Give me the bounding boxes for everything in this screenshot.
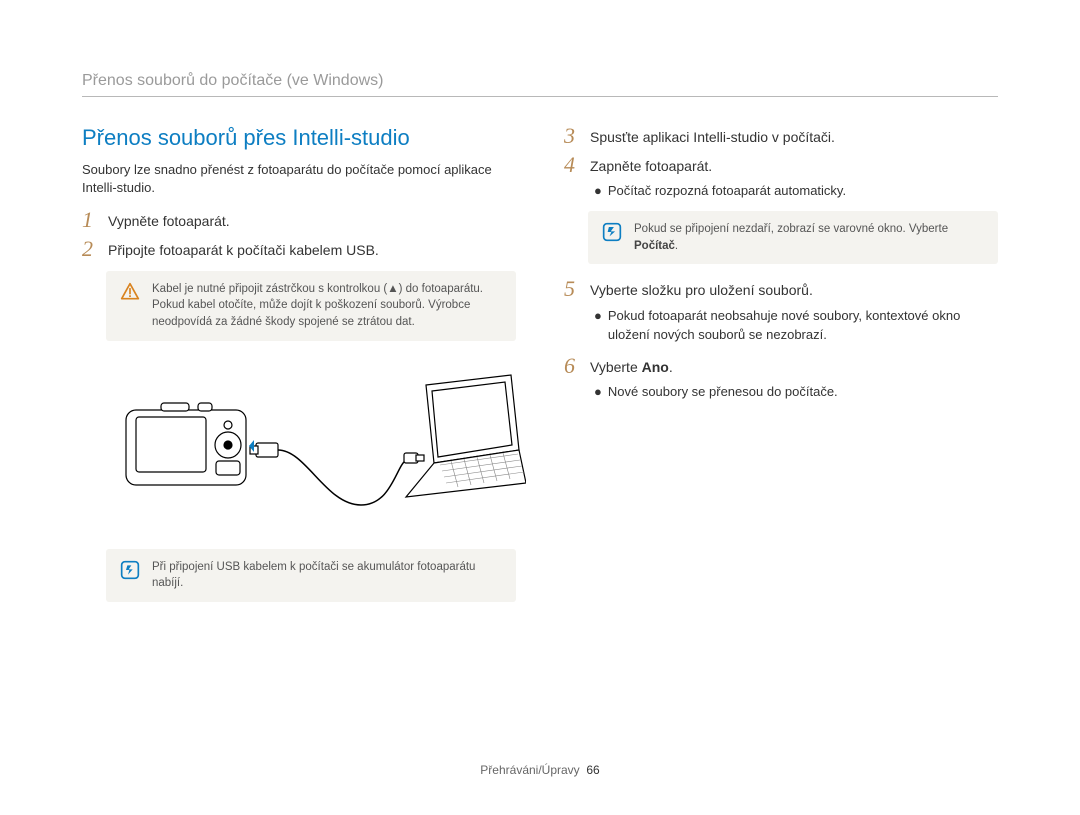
warning-text: Kabel je nutné připojit zástrčkou s kont… xyxy=(152,281,502,331)
step-text: Připojte fotoaparát k počítači kabelem U… xyxy=(108,238,379,261)
step-text: Spusťte aplikaci Intelli-studio v počíta… xyxy=(590,125,835,148)
bullet-text: Pokud fotoaparát neobsahuje nové soubory… xyxy=(608,307,998,345)
manual-page: Přenos souborů do počítače (ve Windows) … xyxy=(0,0,1080,815)
info-icon xyxy=(120,560,140,580)
footer-section-label: Přehráváni/Úpravy xyxy=(480,763,579,777)
footer-page-number: 66 xyxy=(586,763,599,777)
warning-callout: Kabel je nutné připojit zástrčkou s kont… xyxy=(106,271,516,341)
step-6-bullets: ● Nové soubory se přenesou do počítače. xyxy=(594,383,998,402)
info-text: Pokud se připojení nezdaří, zobrazí se v… xyxy=(634,221,984,254)
step-text: Zapněte fotoaparát. xyxy=(590,154,712,177)
step-3: 3 Spusťte aplikaci Intelli-studio v počí… xyxy=(564,125,998,148)
step-number: 4 xyxy=(564,154,580,176)
step-2: 2 Připojte fotoaparát k počítači kabelem… xyxy=(82,238,516,261)
usb-connection-illustration xyxy=(106,355,516,535)
right-column: 3 Spusťte aplikaci Intelli-studio v počí… xyxy=(564,125,998,616)
step-text-bold: Ano xyxy=(642,359,669,375)
step-5: 5 Vyberte složku pro uložení souborů. xyxy=(564,278,998,301)
step-4-bullets: ● Počítač rozpozná fotoaparát automaticky… xyxy=(594,182,998,201)
step-6: 6 Vyberte Ano. xyxy=(564,355,998,378)
step-number: 3 xyxy=(564,125,580,147)
page-header-title: Přenos souborů do počítače (ve Windows) xyxy=(82,72,998,97)
step-text: Vyberte složku pro uložení souborů. xyxy=(590,278,813,301)
page-footer: Přehráváni/Úpravy 66 xyxy=(0,763,1080,777)
bullet-text: Počítač rozpozná fotoaparát automaticky. xyxy=(608,182,846,201)
info-icon xyxy=(602,222,622,242)
step-number: 6 xyxy=(564,355,580,377)
info-text-suffix: . xyxy=(675,240,678,252)
info-callout-connection: Pokud se připojení nezdaří, zobrazí se v… xyxy=(588,211,998,264)
bullet-dot: ● xyxy=(594,383,602,402)
step-number: 2 xyxy=(82,238,98,260)
step-5-bullets: ●Pokud fotoaparát neobsahuje nové soubor… xyxy=(594,307,998,345)
step-1: 1 Vypněte fotoaparát. xyxy=(82,209,516,232)
warning-icon xyxy=(120,282,140,302)
section-title: Přenos souborů přes Intelli-studio xyxy=(82,125,516,151)
step-number: 1 xyxy=(82,209,98,231)
content-columns: Přenos souborů přes Intelli-studio Soubo… xyxy=(82,125,998,616)
info-callout-charging: Při připojení USB kabelem k počítači se … xyxy=(106,549,516,602)
left-column: Přenos souborů přes Intelli-studio Soubo… xyxy=(82,125,516,616)
step-4: 4 Zapněte fotoaparát. xyxy=(564,154,998,177)
info-text-bold: Počítač xyxy=(634,240,675,252)
step-text: Vyberte Ano. xyxy=(590,355,673,378)
section-intro: Soubory lze snadno přenést z fotoaparátu… xyxy=(82,161,516,197)
bullet-text: Nové soubory se přenesou do počítače. xyxy=(608,383,838,402)
bullet-dot: ● xyxy=(594,307,602,345)
info-text: Při připojení USB kabelem k počítači se … xyxy=(152,559,502,592)
step-text-prefix: Vyberte xyxy=(590,359,642,375)
step-text: Vypněte fotoaparát. xyxy=(108,209,230,232)
step-number: 5 xyxy=(564,278,580,300)
step-text-suffix: . xyxy=(669,359,673,375)
info-text-prefix: Pokud se připojení nezdaří, zobrazí se v… xyxy=(634,223,948,235)
bullet-dot: ● xyxy=(594,182,602,201)
